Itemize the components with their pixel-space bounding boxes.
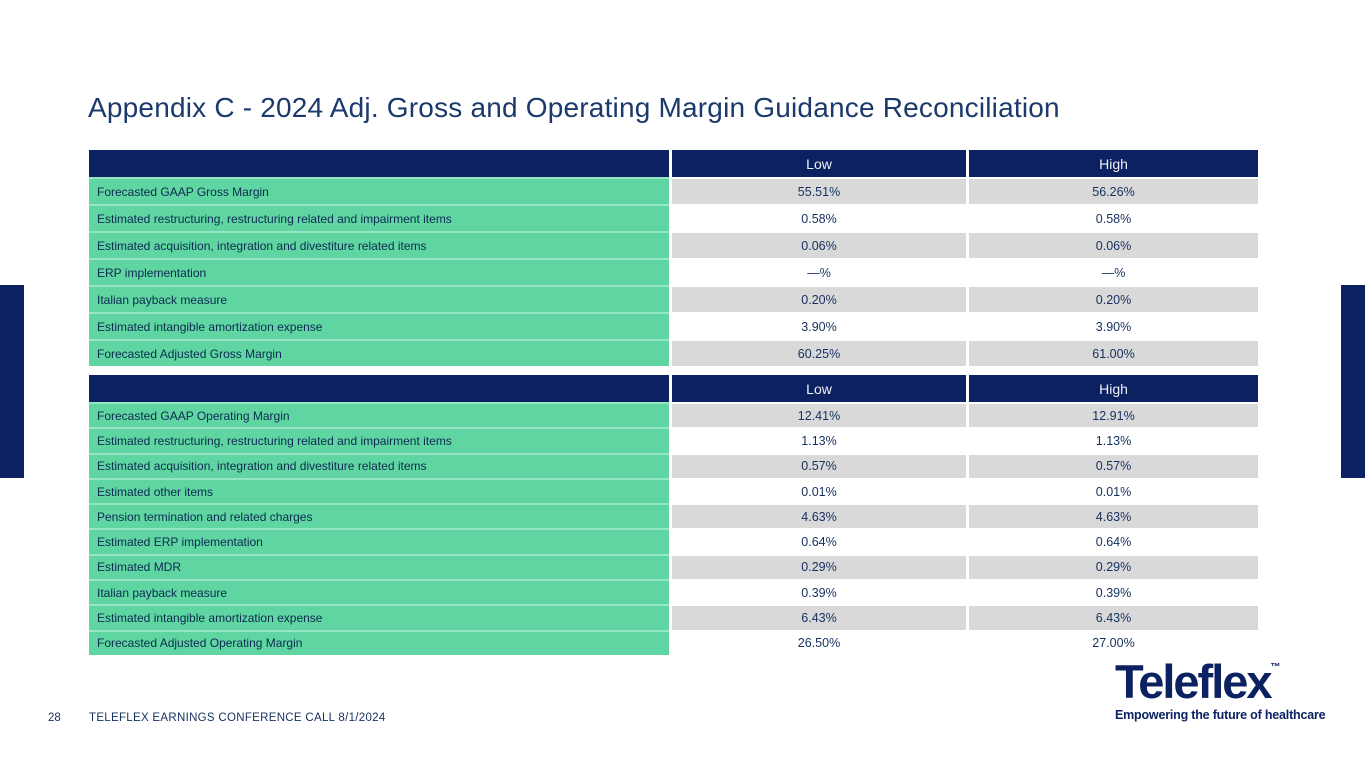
row-low-value: 26.50% <box>672 629 966 655</box>
row-high-value: 6.43% <box>969 604 1258 630</box>
header-low-cell: Low <box>672 375 966 402</box>
row-label: Estimated other items <box>89 477 669 504</box>
row-low-value: 0.39% <box>672 579 966 605</box>
table-row: Estimated MDR 0.29% 0.29% <box>89 553 1258 580</box>
row-high-value: 56.26% <box>969 177 1258 204</box>
row-label: Estimated ERP implementation <box>89 528 669 554</box>
table-header-row: Low High <box>89 375 1258 402</box>
table-row: Estimated acquisition, integration and d… <box>89 452 1258 478</box>
operating-margin-table: Low High Forecasted GAAP Operating Margi… <box>89 375 1258 655</box>
table-row: Estimated ERP implementation 0.64% 0.64% <box>89 528 1258 554</box>
row-high-value: 0.20% <box>969 285 1258 312</box>
row-label: Pension termination and related charges <box>89 503 669 529</box>
header-low-cell: Low <box>672 150 966 177</box>
row-high-value: 1.13% <box>969 427 1258 453</box>
row-high-value: 12.91% <box>969 402 1258 428</box>
row-low-value: 1.13% <box>672 427 966 453</box>
row-label: Italian payback measure <box>89 579 669 605</box>
table-row: Pension termination and related charges … <box>89 503 1258 529</box>
table-header-row: Low High <box>89 150 1258 177</box>
row-high-value: 0.57% <box>969 452 1258 478</box>
row-high-value: 0.06% <box>969 231 1258 258</box>
header-high-cell: High <box>969 375 1258 402</box>
table-row: Estimated acquisition, integration and d… <box>89 231 1258 258</box>
table-row: Forecasted GAAP Operating Margin 12.41% … <box>89 402 1258 428</box>
row-low-value: 4.63% <box>672 503 966 529</box>
row-label: Forecasted GAAP Operating Margin <box>89 402 669 428</box>
row-label: Estimated intangible amortization expens… <box>89 312 669 339</box>
row-label: Estimated restructuring, restructuring r… <box>89 204 669 231</box>
table-row: Estimated other items 0.01% 0.01% <box>89 477 1258 504</box>
row-high-value: 27.00% <box>969 629 1258 655</box>
row-high-value: 0.58% <box>969 204 1258 231</box>
table-row: Forecasted Adjusted Operating Margin 26.… <box>89 629 1258 655</box>
right-accent-bar <box>1341 285 1365 478</box>
row-label: Estimated acquisition, integration and d… <box>89 231 669 258</box>
header-label-cell <box>89 150 669 177</box>
row-label: Estimated intangible amortization expens… <box>89 604 669 630</box>
header-label-cell <box>89 375 669 402</box>
row-label: Forecasted GAAP Gross Margin <box>89 177 669 204</box>
row-low-value: 3.90% <box>672 312 966 339</box>
row-high-value: 0.39% <box>969 579 1258 605</box>
table-row: Italian payback measure 0.39% 0.39% <box>89 579 1258 605</box>
teleflex-logo: Teleflex™ Empowering the future of healt… <box>1115 655 1326 722</box>
row-low-value: 0.57% <box>672 452 966 478</box>
row-high-value: —% <box>969 258 1258 285</box>
table-rows: Forecasted GAAP Gross Margin 55.51% 56.2… <box>89 177 1258 366</box>
table-row: Forecasted Adjusted Gross Margin 60.25% … <box>89 339 1258 366</box>
table-row: Estimated intangible amortization expens… <box>89 604 1258 630</box>
row-high-value: 0.01% <box>969 477 1258 504</box>
trademark-symbol: ™ <box>1270 662 1281 673</box>
row-label: Forecasted Adjusted Operating Margin <box>89 629 669 655</box>
table-row: Forecasted GAAP Gross Margin 55.51% 56.2… <box>89 177 1258 204</box>
row-low-value: 0.20% <box>672 285 966 312</box>
row-high-value: 4.63% <box>969 503 1258 529</box>
left-accent-bar <box>0 285 24 478</box>
row-low-value: 0.29% <box>672 553 966 580</box>
row-high-value: 3.90% <box>969 312 1258 339</box>
table-row: Estimated restructuring, restructuring r… <box>89 204 1258 231</box>
logo-tagline: Empowering the future of healthcare <box>1115 708 1326 722</box>
row-low-value: 55.51% <box>672 177 966 204</box>
footer-text: TELEFLEX EARNINGS CONFERENCE CALL 8/1/20… <box>89 712 386 724</box>
row-label: Estimated acquisition, integration and d… <box>89 452 669 478</box>
row-label: Forecasted Adjusted Gross Margin <box>89 339 669 366</box>
row-high-value: 0.29% <box>969 553 1258 580</box>
table-row: Estimated intangible amortization expens… <box>89 312 1258 339</box>
row-low-value: 12.41% <box>672 402 966 428</box>
row-high-value: 61.00% <box>969 339 1258 366</box>
table-rows: Forecasted GAAP Operating Margin 12.41% … <box>89 402 1258 655</box>
header-high-cell: High <box>969 150 1258 177</box>
row-label: Italian payback measure <box>89 285 669 312</box>
row-low-value: 0.01% <box>672 477 966 504</box>
row-low-value: 0.58% <box>672 204 966 231</box>
page-title: Appendix C - 2024 Adj. Gross and Operati… <box>88 92 1060 123</box>
table-row: Italian payback measure 0.20% 0.20% <box>89 285 1258 312</box>
row-low-value: —% <box>672 258 966 285</box>
row-low-value: 60.25% <box>672 339 966 366</box>
table-row: ERP implementation —% —% <box>89 258 1258 285</box>
logo-wordmark: Teleflex <box>1115 655 1273 708</box>
row-low-value: 6.43% <box>672 604 966 630</box>
row-label: Estimated MDR <box>89 553 669 580</box>
page-number: 28 <box>48 712 61 724</box>
row-low-value: 0.64% <box>672 528 966 554</box>
gross-margin-table: Low High Forecasted GAAP Gross Margin 55… <box>89 150 1258 366</box>
row-label: ERP implementation <box>89 258 669 285</box>
table-row: Estimated restructuring, restructuring r… <box>89 427 1258 453</box>
row-low-value: 0.06% <box>672 231 966 258</box>
row-label: Estimated restructuring, restructuring r… <box>89 427 669 453</box>
row-high-value: 0.64% <box>969 528 1258 554</box>
